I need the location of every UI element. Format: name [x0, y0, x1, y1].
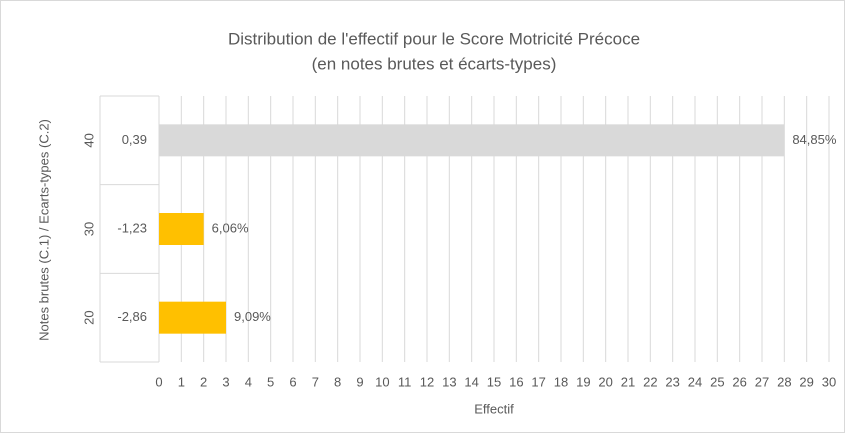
x-tick-label: 2 [200, 374, 207, 389]
x-tick-label: 1 [178, 374, 185, 389]
x-axis-title: Effectif [474, 401, 514, 416]
x-tick-label: 13 [442, 374, 456, 389]
x-tick-label: 26 [732, 374, 746, 389]
x-tick-label: 16 [509, 374, 523, 389]
x-tick-label: 14 [464, 374, 478, 389]
bar [159, 213, 204, 245]
x-tick-label: 24 [688, 374, 702, 389]
category-label: 40 [81, 133, 96, 147]
x-tick-label: 6 [289, 374, 296, 389]
y-axis-title: Notes brutes (C.1) / Ecarts-types (C.2) [36, 119, 51, 341]
data-label: 9,09% [234, 309, 271, 324]
category-label: 20 [81, 310, 96, 324]
data-label: 84,85% [792, 132, 837, 147]
x-tick-label: 5 [267, 374, 274, 389]
x-tick-label: 15 [487, 374, 501, 389]
subcategory-label: -1,23 [117, 220, 147, 235]
x-tick-label: 27 [755, 374, 769, 389]
subcategory-label: 0,39 [122, 132, 147, 147]
chart-title: Distribution de l'effectif pour le Score… [228, 29, 640, 48]
x-tick-label: 19 [576, 374, 590, 389]
x-tick-label: 25 [710, 374, 724, 389]
x-tick-label: 21 [621, 374, 635, 389]
x-tick-label: 23 [665, 374, 679, 389]
x-tick-label: 4 [245, 374, 252, 389]
x-tick-label: 18 [554, 374, 568, 389]
x-tick-label: 7 [312, 374, 319, 389]
bar [159, 301, 226, 334]
x-tick-label: 29 [799, 374, 813, 389]
category-label: 30 [81, 222, 96, 236]
chart-subtitle: (en notes brutes et écarts-types) [312, 54, 557, 73]
data-label: 6,06% [212, 220, 249, 235]
x-tick-label: 17 [531, 374, 545, 389]
x-tick-label: 20 [598, 374, 612, 389]
x-tick-label: 11 [398, 374, 412, 389]
x-tick-label: 0 [155, 374, 162, 389]
x-tick-label: 22 [643, 374, 657, 389]
x-tick-label: 9 [356, 374, 363, 389]
x-tick-label: 8 [334, 374, 341, 389]
subcategory-label: -2,86 [117, 309, 147, 324]
bar [159, 124, 785, 157]
x-tick-label: 30 [822, 374, 836, 389]
x-tick-label: 10 [375, 374, 389, 389]
x-tick-label: 28 [777, 374, 791, 389]
x-tick-label: 3 [222, 374, 229, 389]
x-tick-label: 12 [420, 374, 434, 389]
